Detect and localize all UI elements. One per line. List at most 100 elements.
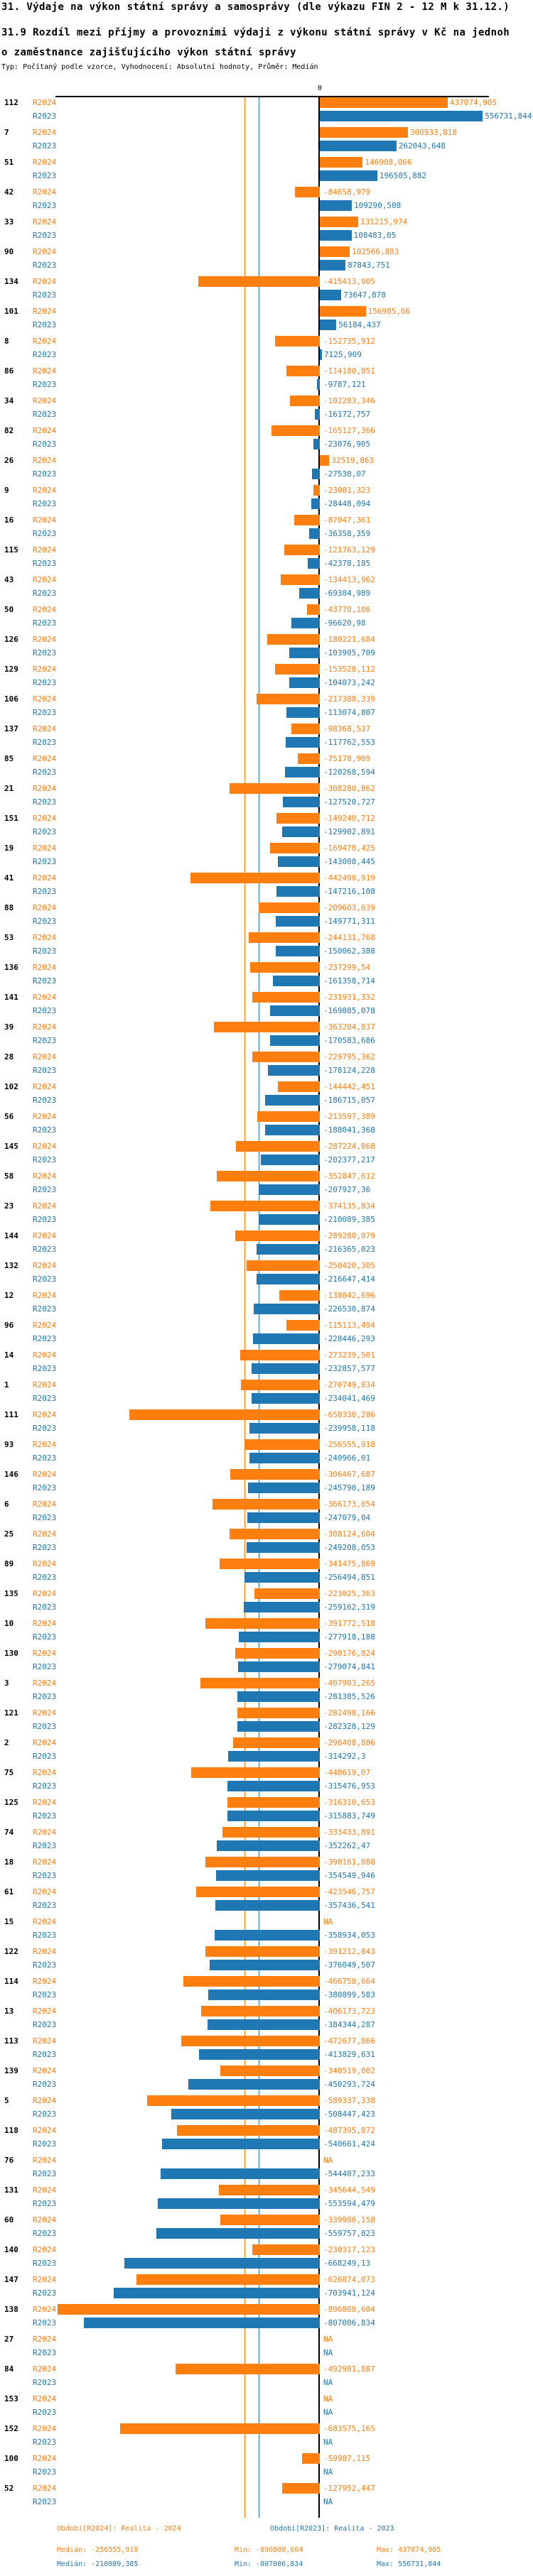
series-label-r2024: R2024 xyxy=(33,2185,57,2195)
series-label-r2023: R2023 xyxy=(33,2110,57,2119)
bar-r2024 xyxy=(183,1976,320,1987)
row-id-label: 114 xyxy=(4,1977,18,1986)
value-label-r2023: -127520,727 xyxy=(323,797,375,807)
row-id-label: 39 xyxy=(4,1022,14,1032)
bar-r2023 xyxy=(217,1840,320,1851)
row-id-label: 134 xyxy=(4,277,18,286)
row-id-label: 12 xyxy=(4,1291,14,1300)
bar-r2024 xyxy=(233,1737,320,1748)
row-id-label: 8 xyxy=(4,337,9,346)
value-label-r2024: -339986,158 xyxy=(323,2215,375,2225)
series-label-r2023: R2023 xyxy=(33,1394,57,1403)
row-id-label: 14 xyxy=(4,1350,14,1360)
row-id-label: 153 xyxy=(4,2394,18,2403)
value-label-r2024: -352847,612 xyxy=(323,1172,375,1181)
value-label-r2024: -306467,687 xyxy=(323,1470,375,1479)
row-id-label: 115 xyxy=(4,545,18,555)
series-label-r2024: R2024 xyxy=(33,1887,57,1896)
bar-r2023 xyxy=(198,2049,320,2060)
bar-r2024 xyxy=(270,843,320,853)
row-id-label: 6 xyxy=(4,1500,9,1509)
value-label-r2023: -315476,953 xyxy=(323,1781,375,1791)
series-label-r2023: R2023 xyxy=(33,1603,57,1612)
series-label-r2024: R2024 xyxy=(33,1201,57,1211)
value-label-r2023: -129902,891 xyxy=(323,827,375,836)
series-label-r2023: R2023 xyxy=(33,469,57,479)
series-label-r2024: R2024 xyxy=(33,2036,57,2046)
value-label-r2023: 87843,751 xyxy=(348,261,390,270)
bar-r2023 xyxy=(264,1125,320,1135)
bar-r2024 xyxy=(320,455,330,466)
bar-r2024 xyxy=(246,1260,320,1271)
series-label-r2023: R2023 xyxy=(33,499,57,508)
value-label-r2024: -683575,165 xyxy=(323,2424,375,2433)
series-label-r2024: R2024 xyxy=(33,2245,57,2254)
series-label-r2023: R2023 xyxy=(33,1513,57,1522)
row-id-label: 19 xyxy=(4,844,14,853)
series-label-r2023: R2023 xyxy=(33,678,57,687)
value-label-r2024: -169478,425 xyxy=(323,844,375,853)
value-label-r2023: 7125,909 xyxy=(323,350,362,359)
value-label-r2024: -282498,166 xyxy=(323,1708,375,1718)
series-label-r2024: R2024 xyxy=(33,933,57,942)
series-label-r2024: R2024 xyxy=(33,1947,57,1956)
value-label-r2023: -357436,541 xyxy=(323,1901,375,1910)
value-label-r2024: -273239,501 xyxy=(323,1350,375,1360)
bar-r2024 xyxy=(256,694,320,704)
value-label-r2024: -626874,073 xyxy=(323,2275,375,2284)
bar-r2024 xyxy=(200,1678,320,1688)
series-label-r2024: R2024 xyxy=(33,1768,57,1777)
bar-r2024 xyxy=(195,1887,320,1897)
series-label-r2023: R2023 xyxy=(33,976,57,986)
value-label-r2023: -170583,686 xyxy=(323,1036,375,1045)
value-label-r2023: -259162,319 xyxy=(323,1603,375,1612)
row-id-label: 151 xyxy=(4,814,18,823)
value-label-r2023: NA xyxy=(323,2497,333,2506)
row-id-label: 152 xyxy=(4,2424,18,2433)
value-label-r2023: -256494,851 xyxy=(323,1573,375,1582)
series-label-r2024: R2024 xyxy=(33,605,57,614)
value-label-r2023: -553594,479 xyxy=(323,2199,375,2208)
series-label-r2023: R2023 xyxy=(33,589,57,598)
bar-r2023 xyxy=(313,439,320,449)
value-label-r2024: -466758,664 xyxy=(323,1977,375,1986)
row-id-label: 51 xyxy=(4,158,14,167)
series-label-r2023: R2023 xyxy=(33,1573,57,1582)
bar-r2024 xyxy=(320,246,350,257)
value-label-r2024: -440619,07 xyxy=(323,1768,371,1777)
value-label-r2023: -113074,807 xyxy=(323,708,375,717)
bar-r2023 xyxy=(256,1244,320,1255)
value-label-r2023: 73647,878 xyxy=(343,290,386,300)
series-label-r2024: R2024 xyxy=(33,2335,57,2344)
value-label-r2023: -216365,023 xyxy=(323,1245,375,1254)
bar-r2023 xyxy=(289,648,320,658)
series-label-r2023: R2023 xyxy=(33,1215,57,1224)
series-label-r2024: R2024 xyxy=(33,2305,57,2314)
value-label-r2024: -363204,837 xyxy=(323,1022,375,1032)
series-label-r2023: R2023 xyxy=(33,917,57,926)
series-label-r2024: R2024 xyxy=(33,1052,57,1061)
series-label-r2023: R2023 xyxy=(33,1632,57,1642)
chart-meta-info: Typ: Počítaný podle vzorce, Vyhodnocení:… xyxy=(1,63,318,71)
bar-r2023 xyxy=(247,1512,320,1523)
bar-r2024 xyxy=(286,1320,320,1331)
series-label-r2023: R2023 xyxy=(33,1125,57,1135)
value-label-r2023: -384344,287 xyxy=(323,2020,375,2029)
value-label-r2024: -152735,912 xyxy=(323,337,375,346)
bar-r2024 xyxy=(306,604,320,615)
bar-r2024 xyxy=(320,97,448,108)
series-label-r2023: R2023 xyxy=(33,1781,57,1791)
series-label-r2023: R2023 xyxy=(33,171,57,180)
bar-r2024 xyxy=(230,1529,320,1539)
series-label-r2024: R2024 xyxy=(33,2394,57,2403)
value-label-r2024: -149240,712 xyxy=(323,814,375,823)
row-id-label: 18 xyxy=(4,1857,14,1867)
bar-r2024 xyxy=(220,2065,320,2076)
row-id-label: 141 xyxy=(4,993,18,1002)
value-label-r2023: -188041,368 xyxy=(323,1125,375,1135)
row-id-label: 76 xyxy=(4,2156,14,2165)
bar-r2024 xyxy=(220,2215,320,2225)
series-label-r2023: R2023 xyxy=(33,380,57,389)
bar-r2024 xyxy=(129,1409,320,1420)
series-label-r2023: R2023 xyxy=(33,1931,57,1940)
